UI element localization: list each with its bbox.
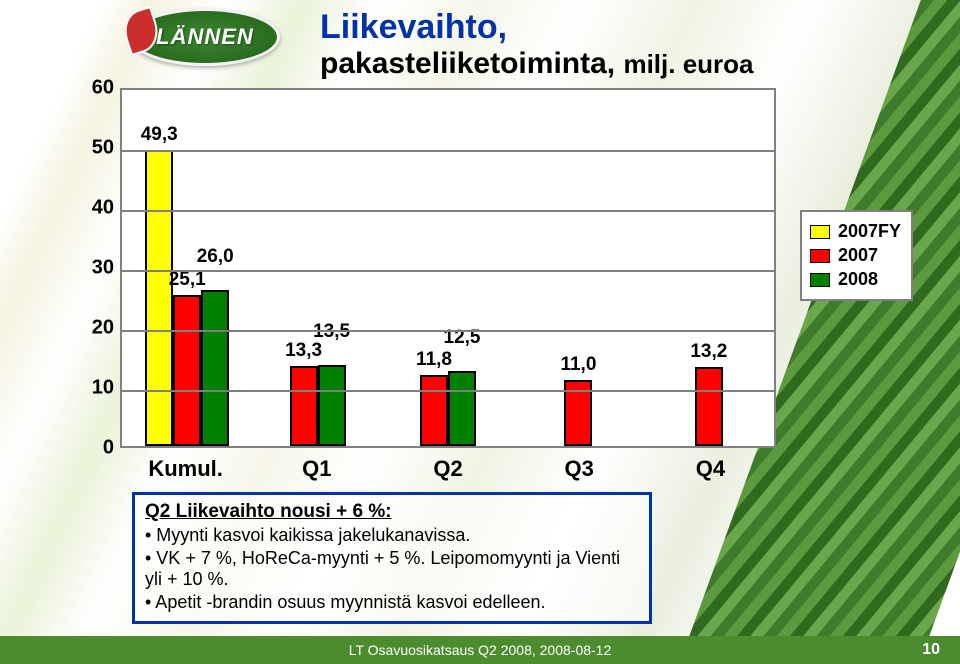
- logo: LÄNNEN: [130, 8, 280, 66]
- x-tick-label: Q3: [514, 452, 645, 488]
- notes-title: Q2 Liikevaihto nousi + 6 %:: [145, 501, 639, 523]
- bar-groups: 49,325,126,013,313,511,812,511,013,2: [122, 90, 774, 446]
- y-tick-label: 40: [92, 197, 114, 220]
- bar: [173, 295, 201, 446]
- bar-group: 49,3 25,126,0: [122, 90, 252, 446]
- legend-label: 2008: [838, 269, 878, 290]
- bar-value-label: 13,2: [690, 341, 727, 363]
- notes-lines: • Myynti kasvoi kaikissa jakelukanavissa…: [145, 525, 639, 613]
- bar: [145, 150, 173, 446]
- legend-label: 2007: [838, 245, 878, 266]
- x-tick-label: Q1: [251, 452, 382, 488]
- legend-swatch: [810, 225, 830, 239]
- bar: [695, 367, 723, 446]
- title-line1: Liikevaihto,: [320, 8, 754, 47]
- y-tick-label: 0: [103, 437, 114, 460]
- footer: LT Osavuosikatsaus Q2 2008, 2008-08-12 1…: [0, 636, 960, 664]
- notes-line: • Myynti kasvoi kaikissa jakelukanavissa…: [145, 525, 639, 546]
- chart: 0102030405060 49,325,126,013,313,511,812…: [76, 88, 776, 488]
- legend-item: 2008: [810, 269, 901, 290]
- legend-label: 2007FY: [838, 221, 901, 242]
- chart-title: Liikevaihto, pakasteliiketoiminta, milj.…: [320, 8, 754, 81]
- bar-value-label: 49,3: [141, 124, 178, 146]
- footer-text: LT Osavuosikatsaus Q2 2008, 2008-08-12: [349, 642, 612, 658]
- bar-value-label: 11,0: [560, 354, 596, 376]
- notes-line: • VK + 7 %, HoReCa-myynti + 5 %. Leipomo…: [145, 548, 639, 590]
- title-line2-main: pakasteliiketoiminta,: [320, 47, 615, 80]
- plot-area: 49,325,126,013,313,511,812,511,013,2: [120, 88, 776, 448]
- title-line2: pakasteliiketoiminta, milj. euroa: [320, 47, 754, 81]
- y-tick-label: 30: [92, 257, 114, 280]
- x-tick-label: Q2: [382, 452, 513, 488]
- bar: [420, 375, 448, 446]
- bar-value-label: 26,0: [197, 246, 234, 268]
- gridline: [122, 210, 774, 212]
- logo-text: LÄNNEN: [156, 24, 254, 50]
- bar-value-label: 11,8: [416, 349, 452, 371]
- legend-swatch: [810, 249, 830, 263]
- notes-line: • Apetit -brandin osuus myynnistä kasvoi…: [145, 592, 639, 613]
- bar-value-label: 13,5: [313, 321, 350, 343]
- x-axis-labels: Kumul.Q1Q2Q3Q4: [120, 452, 776, 488]
- gridline: [122, 390, 774, 392]
- title-line2-sub: milj. euroa: [623, 49, 753, 79]
- gridline: [122, 150, 774, 152]
- bar-value-label: 25,1: [169, 269, 206, 291]
- bar: [290, 366, 318, 446]
- gridline: [122, 270, 774, 272]
- x-tick-label: Q4: [645, 452, 776, 488]
- y-tick-label: 20: [92, 317, 114, 340]
- notes-box: Q2 Liikevaihto nousi + 6 %: • Myynti kas…: [132, 492, 652, 624]
- x-tick-label: Kumul.: [120, 452, 251, 488]
- legend-item: 2007: [810, 245, 901, 266]
- legend: 2007FY 2007 2008: [800, 210, 913, 301]
- bar: [318, 365, 346, 446]
- bar-group: 13,313,5: [252, 90, 382, 446]
- legend-item: 2007FY: [810, 221, 901, 242]
- bar-group: 11,812,5: [383, 90, 513, 446]
- legend-swatch: [810, 273, 830, 287]
- page-number: 10: [922, 641, 940, 659]
- y-tick-label: 60: [92, 77, 114, 100]
- y-tick-label: 50: [92, 137, 114, 160]
- bar: [448, 371, 476, 446]
- gridline: [122, 330, 774, 332]
- bar: [201, 290, 229, 446]
- bar-value-label: 13,3: [285, 340, 322, 362]
- bar-group: 13,2: [644, 90, 774, 446]
- y-axis: 0102030405060: [76, 88, 120, 448]
- y-tick-label: 10: [92, 377, 114, 400]
- bar-group: 11,0: [513, 90, 643, 446]
